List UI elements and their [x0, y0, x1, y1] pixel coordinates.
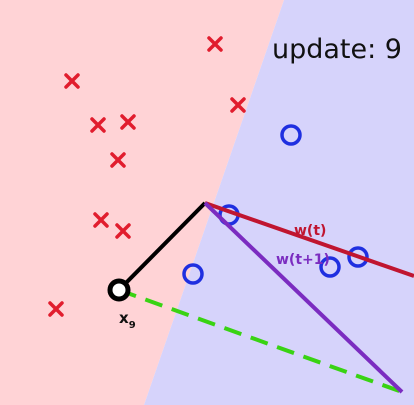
- w-t1-label: w(t+1): [276, 252, 330, 268]
- positive-example: [280, 124, 302, 146]
- x9-label: x9: [119, 309, 136, 331]
- negative-example: [115, 223, 131, 239]
- negative-example: [48, 301, 64, 317]
- negative-example: [207, 36, 223, 52]
- negative-example: [120, 114, 136, 130]
- positive-example: [319, 256, 341, 278]
- positive-class-region: [144, 0, 414, 405]
- weight-vector-w-t: [204, 201, 414, 278]
- negative-example: [64, 73, 80, 89]
- negative-example: [93, 212, 109, 228]
- negative-class-region: [0, 0, 284, 405]
- update-counter-title: update: 9: [272, 34, 402, 65]
- positive-example: [347, 246, 369, 268]
- weight-vector-w-t1: [203, 201, 404, 394]
- negative-example: [230, 97, 246, 113]
- positive-example: [182, 263, 204, 285]
- negative-examples: [48, 36, 246, 317]
- x9-label-main: x: [119, 309, 129, 327]
- negative-example: [90, 117, 106, 133]
- x9-label-subscript: 9: [129, 320, 136, 331]
- negative-example: [110, 152, 126, 168]
- w-t-label: w(t): [294, 223, 326, 239]
- update-vector: [118, 288, 403, 394]
- input-vector-x9: [117, 201, 207, 292]
- misclassified-point-x9: [107, 278, 131, 302]
